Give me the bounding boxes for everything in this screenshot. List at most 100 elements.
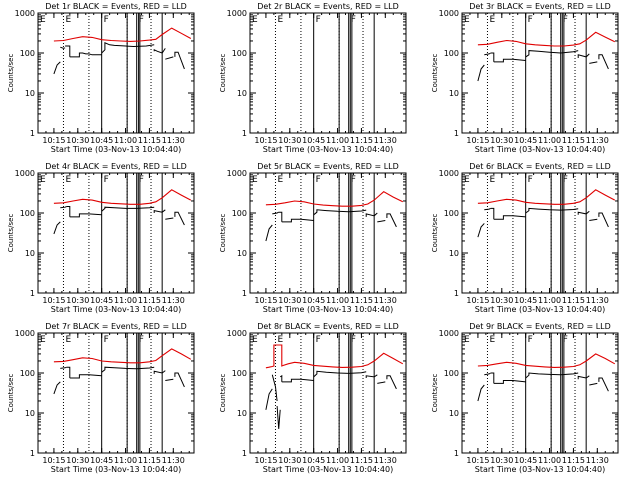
events-series-segment — [377, 381, 386, 384]
x-tick-label: 11:30 — [162, 136, 185, 145]
x-axis-label: Start Time (03-Nov-13 10:04:40) — [51, 145, 181, 154]
plot-frame — [461, 12, 619, 134]
events-series-segment — [153, 370, 166, 374]
events-series-segment — [493, 215, 526, 220]
x-tick-label: 10:45 — [302, 456, 325, 465]
lld-series-line — [53, 348, 192, 364]
events-series-segment — [101, 366, 155, 373]
events-series-segment — [490, 52, 495, 62]
marker-letter-e: E — [252, 175, 258, 185]
x-tick-label: 10:45 — [302, 296, 325, 305]
panel-title: Det 5r BLACK = Events, RED = LLD — [257, 162, 399, 171]
y-tick-label: 10 — [25, 89, 35, 98]
x-tick-label: 11:30 — [374, 456, 397, 465]
plot-frame — [249, 332, 407, 454]
events-series-segment — [165, 378, 174, 381]
marker-letter-e: E — [252, 15, 258, 25]
marker-letter-e: E — [40, 175, 46, 185]
x-tick-label: 10:15 — [42, 456, 65, 465]
marker-letter-f: F — [104, 15, 109, 25]
lld-series-line — [265, 344, 404, 369]
events-series-segment — [174, 372, 185, 388]
x-tick-label: 10:30 — [66, 456, 89, 465]
x-tick-label: 11:30 — [162, 296, 185, 305]
panel-title: Det 2r BLACK = Events, RED = LLD — [257, 2, 399, 11]
detector-panel-4: Det 4r BLACK = Events, RED = LLD E E F F 1 10 1… — [7, 162, 195, 314]
y-tick-label: 10 — [449, 89, 459, 98]
y-axis-label: Counts/sec — [219, 214, 227, 253]
panel-title: Det 8r BLACK = Events, RED = LLD — [257, 322, 399, 331]
y-tick-label: 1000 — [439, 329, 459, 338]
events-series-segment — [386, 375, 397, 390]
y-tick-label: 1000 — [227, 9, 247, 18]
events-series-segment — [174, 51, 185, 70]
events-series-segment — [490, 207, 495, 220]
x-tick-label: 11:00 — [114, 296, 137, 305]
events-series-segment — [279, 374, 283, 382]
y-tick-label: 1 — [242, 449, 247, 458]
plot-frame — [249, 172, 407, 294]
marker-letter-e: E — [277, 15, 283, 25]
events-series-segment — [484, 372, 491, 376]
x-tick-label: 11:00 — [538, 296, 561, 305]
events-series-segment — [281, 218, 314, 223]
events-series-segment — [598, 377, 609, 392]
x-tick-label: 11:00 — [326, 456, 349, 465]
y-axis-label: Counts/sec — [7, 214, 15, 253]
detector-panel-8: Det 8r BLACK = Events, RED = LLD E E F F 1 10 1… — [219, 322, 407, 474]
marker-letter-f: F — [316, 175, 321, 185]
x-tick-label: 11:15 — [350, 456, 373, 465]
events-series-segment — [281, 378, 314, 383]
events-series-segment — [265, 224, 273, 242]
marker-letter-f: F — [528, 335, 533, 345]
x-axis-label: Start Time (03-Nov-13 10:04:40) — [51, 305, 181, 314]
y-tick-label: 1000 — [15, 329, 35, 338]
x-tick-label: 11:30 — [586, 296, 609, 305]
detector-panel-9: Det 9r BLACK = Events, RED = LLD E E F F 1 10 1… — [431, 322, 619, 474]
y-tick-label: 1000 — [227, 329, 247, 338]
events-series-segment — [477, 64, 485, 82]
x-tick-label: 11:15 — [138, 136, 161, 145]
x-tick-label: 11:15 — [562, 456, 585, 465]
x-tick-label: 10:15 — [254, 456, 277, 465]
events-series-segment — [493, 58, 526, 63]
marker-letter-f: F — [528, 15, 533, 25]
y-tick-label: 1000 — [439, 9, 459, 18]
y-axis-label: Counts/sec — [431, 374, 439, 413]
y-axis-label: Counts/sec — [431, 214, 439, 253]
x-tick-label: 10:15 — [466, 456, 489, 465]
events-series-segment — [589, 382, 598, 386]
x-tick-label: 11:30 — [586, 136, 609, 145]
y-tick-label: 10 — [237, 409, 247, 418]
y-axis-label: Counts/sec — [219, 374, 227, 413]
marker-letter-f: F — [563, 335, 568, 345]
x-tick-label: 11:15 — [138, 456, 161, 465]
events-series-segment — [484, 52, 491, 56]
x-tick-label: 10:15 — [466, 296, 489, 305]
events-series-segment — [386, 213, 397, 228]
y-tick-label: 10 — [25, 409, 35, 418]
marker-letter-e: E — [489, 335, 495, 345]
marker-letter-f: F — [351, 175, 356, 185]
marker-letter-e: E — [464, 175, 470, 185]
events-series-segment — [525, 50, 579, 58]
events-series-segment — [490, 372, 495, 384]
x-tick-label: 11:30 — [374, 136, 397, 145]
events-series-segment — [484, 207, 491, 211]
plot-frame — [461, 172, 619, 294]
plot-frame — [249, 12, 407, 134]
lld-series-line — [477, 31, 616, 47]
y-tick-label: 1000 — [15, 169, 35, 178]
y-tick-label: 10 — [237, 89, 247, 98]
events-series-segment — [589, 218, 598, 221]
events-series-segment — [60, 206, 67, 209]
x-tick-label: 10:30 — [490, 136, 513, 145]
events-series-segment — [313, 370, 367, 378]
plot-frame — [461, 332, 619, 454]
x-tick-label: 11:00 — [538, 136, 561, 145]
x-tick-label: 11:15 — [138, 296, 161, 305]
marker-letter-f: F — [563, 15, 568, 25]
x-tick-label: 10:30 — [278, 136, 301, 145]
events-series-segment — [272, 211, 279, 215]
